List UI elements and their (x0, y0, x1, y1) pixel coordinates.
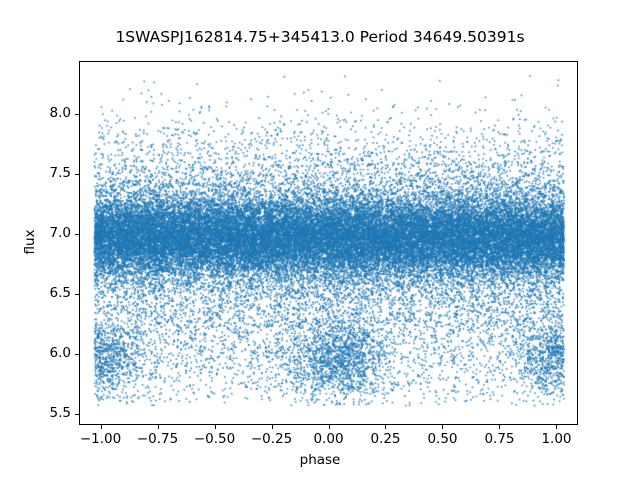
x-tick-mark (215, 425, 216, 429)
y-tick-mark (75, 174, 79, 175)
x-tick-mark (101, 425, 102, 429)
x-tick-mark (442, 425, 443, 429)
y-tick-label: 5.5 (49, 405, 71, 422)
y-tick-label: 8.0 (49, 104, 71, 121)
x-tick-mark (272, 425, 273, 429)
y-tick-mark (75, 294, 79, 295)
x-tick-label: 1.00 (541, 431, 572, 447)
x-tick-mark (499, 425, 500, 429)
x-tick-label: −1.00 (79, 431, 122, 447)
scatter-plot-canvas (80, 62, 577, 424)
y-tick-label: 7.0 (49, 224, 71, 241)
y-tick-label: 6.0 (49, 345, 71, 362)
chart-title: 1SWASPJ162814.75+345413.0 Period 34649.5… (115, 28, 525, 46)
y-tick-label: 7.5 (49, 164, 71, 181)
x-tick-mark (556, 425, 557, 429)
x-tick-mark (385, 425, 386, 429)
y-axis-label: flux (22, 229, 38, 255)
y-tick-label: 6.5 (49, 285, 71, 302)
x-tick-label: −0.50 (193, 431, 236, 447)
y-tick-mark (75, 114, 79, 115)
x-tick-label: −0.75 (136, 431, 179, 447)
x-tick-label: 0.50 (427, 431, 458, 447)
x-tick-label: 0.75 (484, 431, 515, 447)
y-tick-mark (75, 414, 79, 415)
x-tick-label: 0.25 (370, 431, 401, 447)
x-tick-mark (158, 425, 159, 429)
y-tick-mark (75, 354, 79, 355)
x-tick-mark (329, 425, 330, 429)
x-tick-label: 0.00 (313, 431, 344, 447)
x-tick-label: −0.25 (250, 431, 293, 447)
y-tick-mark (75, 234, 79, 235)
x-axis-label: phase (299, 452, 341, 468)
